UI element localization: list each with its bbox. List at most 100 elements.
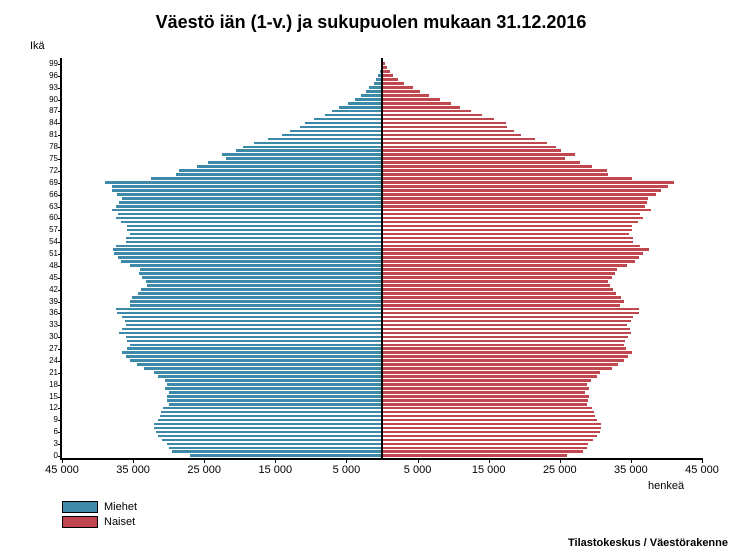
y-tick-mark-6 (58, 432, 62, 433)
bar-female-77 (382, 149, 561, 152)
bar-female-23 (382, 363, 618, 366)
x-tick-8: 35 000 (601, 458, 661, 476)
bar-female-48 (382, 264, 627, 267)
chart-title: Väestö iän (1-v.) ja sukupuolen mukaan 3… (0, 12, 742, 33)
bar-female-78 (382, 146, 556, 149)
bar-female-36 (382, 312, 639, 315)
bar-female-21 (382, 371, 600, 374)
x-tick-0: 45 000 (32, 458, 92, 476)
bar-male-20 (158, 375, 382, 378)
bar-female-44 (382, 280, 608, 283)
bar-female-89 (382, 102, 451, 105)
bar-male-10 (160, 415, 382, 418)
bar-male-5 (158, 435, 382, 438)
bar-male-42 (141, 288, 382, 291)
bar-male-1 (172, 450, 382, 453)
bar-male-36 (117, 312, 382, 315)
y-tick-mark-33 (58, 325, 62, 326)
bar-female-32 (382, 328, 630, 331)
bar-female-75 (382, 157, 565, 160)
bar-female-79 (382, 142, 547, 145)
bar-female-29 (382, 340, 625, 343)
y-tick-mark-9 (58, 420, 62, 421)
y-tick-mark-75 (58, 159, 62, 160)
bar-female-7 (382, 427, 601, 430)
bar-female-95 (382, 78, 398, 81)
bar-female-69 (382, 181, 674, 184)
bar-male-67 (112, 189, 382, 192)
bar-male-91 (361, 94, 382, 97)
y-tick-mark-27 (58, 349, 62, 350)
y-tick-mark-45 (58, 278, 62, 279)
bar-female-40 (382, 296, 621, 299)
bar-male-92 (366, 90, 382, 93)
bar-male-61 (118, 213, 382, 216)
bar-female-91 (382, 94, 429, 97)
bar-male-54 (126, 241, 382, 244)
legend-male: Miehet (62, 500, 137, 514)
x-tick-2: 25 000 (174, 458, 234, 476)
bar-female-6 (382, 431, 600, 434)
bar-male-82 (290, 130, 382, 133)
bar-female-1 (382, 450, 583, 453)
y-tick-mark-90 (58, 100, 62, 101)
bar-male-17 (165, 387, 382, 390)
bar-female-49 (382, 260, 635, 263)
bar-female-88 (382, 106, 460, 109)
bar-female-28 (382, 344, 624, 347)
bar-female-66 (382, 193, 656, 196)
bar-male-75 (226, 157, 382, 160)
bar-male-0 (190, 454, 382, 457)
bar-female-0 (382, 454, 567, 457)
bar-female-74 (382, 161, 580, 164)
y-tick-mark-54 (58, 242, 62, 243)
bar-female-87 (382, 110, 471, 113)
y-tick-mark-39 (58, 302, 62, 303)
bar-female-58 (382, 225, 632, 228)
bar-female-57 (382, 229, 632, 232)
bar-male-74 (208, 161, 382, 164)
bar-female-68 (382, 185, 668, 188)
bar-female-97 (382, 70, 390, 73)
bar-female-4 (382, 439, 593, 442)
bar-female-26 (382, 351, 632, 354)
bar-male-3 (167, 443, 382, 446)
x-tick-5: 5 000 (388, 458, 448, 476)
bar-male-27 (127, 347, 382, 350)
bar-male-33 (126, 324, 382, 327)
bar-male-28 (130, 344, 382, 347)
bar-female-55 (382, 237, 633, 240)
bar-female-62 (382, 209, 651, 212)
bar-male-13 (169, 403, 382, 406)
bar-female-56 (382, 233, 629, 236)
bar-male-39 (130, 300, 382, 303)
y-tick-mark-57 (58, 230, 62, 231)
bar-male-40 (132, 296, 382, 299)
y-tick-mark-69 (58, 183, 62, 184)
bar-female-86 (382, 114, 482, 117)
bar-female-37 (382, 308, 639, 311)
bar-female-13 (382, 403, 587, 406)
y-tick-mark-21 (58, 373, 62, 374)
y-tick-mark-15 (58, 397, 62, 398)
y-tick-mark-66 (58, 195, 62, 196)
bar-female-83 (382, 126, 507, 129)
y-axis-label: Ikä (30, 40, 45, 52)
y-tick-mark-12 (58, 408, 62, 409)
bar-female-42 (382, 288, 613, 291)
bar-male-78 (243, 146, 382, 149)
y-tick-mark-24 (58, 361, 62, 362)
x-axis-label: henkeä (648, 480, 684, 492)
bar-male-7 (154, 427, 382, 430)
bar-male-8 (154, 423, 382, 426)
bar-female-47 (382, 268, 617, 271)
bar-female-43 (382, 284, 610, 287)
y-tick-mark-87 (58, 111, 62, 112)
bar-male-18 (167, 383, 382, 386)
bar-male-37 (116, 308, 382, 311)
bar-male-87 (332, 110, 382, 113)
bar-male-85 (314, 118, 382, 121)
bar-male-80 (268, 138, 382, 141)
bar-female-51 (382, 252, 643, 255)
bar-female-20 (382, 375, 597, 378)
